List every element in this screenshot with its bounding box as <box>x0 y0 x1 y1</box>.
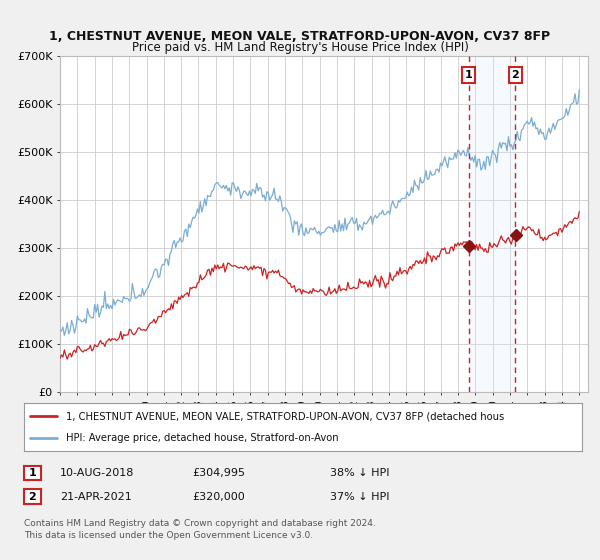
Bar <box>469 56 515 392</box>
Text: £304,995: £304,995 <box>192 468 245 478</box>
Text: Contains HM Land Registry data © Crown copyright and database right 2024.: Contains HM Land Registry data © Crown c… <box>24 520 376 529</box>
Text: 10-AUG-2018: 10-AUG-2018 <box>60 468 134 478</box>
Text: 1: 1 <box>465 70 473 80</box>
Text: This data is licensed under the Open Government Licence v3.0.: This data is licensed under the Open Gov… <box>24 531 313 540</box>
Text: 1, CHESTNUT AVENUE, MEON VALE, STRATFORD-UPON-AVON, CV37 8FP (detached hous: 1, CHESTNUT AVENUE, MEON VALE, STRATFORD… <box>66 411 504 421</box>
Text: Price paid vs. HM Land Registry's House Price Index (HPI): Price paid vs. HM Land Registry's House … <box>131 41 469 54</box>
Text: 38% ↓ HPI: 38% ↓ HPI <box>330 468 389 478</box>
Text: 1, CHESTNUT AVENUE, MEON VALE, STRATFORD-UPON-AVON, CV37 8FP: 1, CHESTNUT AVENUE, MEON VALE, STRATFORD… <box>49 30 551 43</box>
Text: HPI: Average price, detached house, Stratford-on-Avon: HPI: Average price, detached house, Stra… <box>66 433 338 443</box>
Text: 37% ↓ HPI: 37% ↓ HPI <box>330 492 389 502</box>
Text: 2: 2 <box>29 492 36 502</box>
Text: 2: 2 <box>511 70 519 80</box>
Text: 21-APR-2021: 21-APR-2021 <box>60 492 132 502</box>
Text: 1: 1 <box>29 468 36 478</box>
Text: £320,000: £320,000 <box>192 492 245 502</box>
